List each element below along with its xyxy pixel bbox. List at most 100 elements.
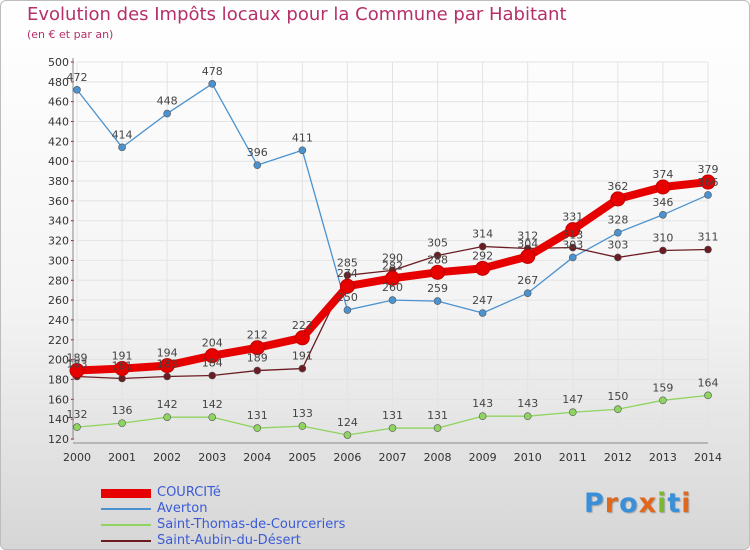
x-tick-label: 2013 bbox=[649, 451, 677, 464]
data-label: 414 bbox=[112, 128, 133, 141]
data-point bbox=[208, 371, 217, 380]
data-point bbox=[298, 364, 307, 373]
data-point bbox=[565, 222, 581, 238]
data-label: 304 bbox=[517, 237, 538, 250]
y-tick-label: 380 bbox=[48, 175, 69, 188]
x-tick-label: 2003 bbox=[198, 451, 226, 464]
data-point bbox=[208, 413, 217, 421]
data-point bbox=[343, 431, 352, 439]
data-point bbox=[478, 242, 487, 251]
data-point bbox=[343, 306, 352, 314]
data-point bbox=[204, 348, 220, 364]
data-point bbox=[478, 309, 487, 317]
legend-item: Averton bbox=[101, 501, 421, 517]
legend-item: Saint-Aubin-du-Désert bbox=[101, 533, 421, 549]
data-label: 267 bbox=[517, 274, 538, 287]
y-tick-label: 320 bbox=[48, 235, 69, 248]
legend-swatch bbox=[101, 524, 151, 526]
data-point bbox=[433, 297, 442, 305]
y-tick-label: 340 bbox=[48, 215, 69, 228]
data-label: 131 bbox=[247, 409, 268, 422]
data-label: 362 bbox=[607, 180, 628, 193]
data-point bbox=[388, 424, 397, 432]
logo-letter: P bbox=[584, 488, 605, 519]
data-point bbox=[385, 270, 400, 286]
data-label: 159 bbox=[652, 381, 673, 394]
data-label: 314 bbox=[472, 228, 493, 241]
data-point bbox=[163, 372, 171, 381]
data-label: 143 bbox=[517, 397, 538, 410]
data-point bbox=[253, 424, 262, 432]
legend-item: Saint-Thomas-de-Courceriers bbox=[101, 517, 421, 533]
data-label: 194 bbox=[157, 347, 178, 360]
data-label: 189 bbox=[247, 352, 268, 365]
x-tick-label: 2004 bbox=[243, 451, 271, 464]
data-label: 212 bbox=[247, 329, 268, 342]
x-tick-label: 2010 bbox=[514, 451, 542, 464]
data-point bbox=[610, 191, 626, 207]
y-tick-label: 400 bbox=[48, 155, 69, 168]
data-label: 143 bbox=[472, 397, 493, 410]
proxiti-logo: Proxiti bbox=[584, 488, 692, 519]
data-label: 379 bbox=[698, 163, 719, 176]
data-label: 374 bbox=[652, 168, 673, 181]
data-label: 204 bbox=[202, 337, 223, 350]
data-label: 305 bbox=[427, 236, 448, 249]
data-label: 290 bbox=[382, 251, 403, 264]
data-point bbox=[339, 278, 355, 294]
y-tick-label: 180 bbox=[48, 373, 69, 386]
data-point bbox=[659, 396, 667, 405]
data-label: 274 bbox=[337, 267, 358, 280]
data-point bbox=[159, 358, 175, 374]
data-point bbox=[73, 423, 81, 431]
data-label: 366 bbox=[698, 176, 719, 189]
logo-letter: i bbox=[657, 488, 668, 519]
chart-subtitle: (en € et par an) bbox=[27, 28, 114, 41]
y-tick-label: 220 bbox=[48, 334, 69, 347]
data-point bbox=[523, 289, 532, 297]
logo-letter: t bbox=[667, 488, 682, 519]
data-point bbox=[430, 264, 446, 280]
data-label: 189 bbox=[67, 352, 88, 365]
data-label: 164 bbox=[698, 376, 719, 389]
data-point bbox=[73, 85, 81, 94]
logo-letter: i bbox=[681, 488, 692, 519]
y-tick-label: 420 bbox=[48, 135, 69, 148]
data-label: 247 bbox=[472, 294, 493, 307]
data-label: 331 bbox=[562, 211, 583, 224]
data-point bbox=[659, 246, 667, 255]
data-label: 313 bbox=[562, 229, 583, 242]
data-point bbox=[69, 363, 85, 379]
data-label: 181 bbox=[112, 359, 133, 372]
data-point bbox=[568, 408, 577, 417]
data-point bbox=[704, 391, 712, 400]
y-tick-label: 300 bbox=[48, 254, 69, 267]
data-label: 131 bbox=[427, 409, 448, 422]
data-label: 191 bbox=[112, 350, 133, 363]
data-point bbox=[433, 424, 442, 432]
y-tick-label: 160 bbox=[48, 393, 69, 406]
data-label: 311 bbox=[698, 231, 719, 244]
data-label: 183 bbox=[67, 357, 88, 370]
y-tick-label: 360 bbox=[48, 195, 69, 208]
data-point bbox=[614, 253, 622, 262]
data-point bbox=[118, 143, 126, 152]
data-label: 142 bbox=[157, 398, 178, 411]
data-label: 147 bbox=[562, 393, 583, 406]
x-tick-label: 2014 bbox=[694, 451, 722, 464]
y-tick-label: 200 bbox=[48, 354, 69, 367]
y-tick-label: 140 bbox=[48, 413, 69, 426]
data-label: 288 bbox=[427, 253, 448, 266]
data-point bbox=[163, 109, 171, 118]
data-point bbox=[298, 422, 307, 430]
data-label: 312 bbox=[517, 230, 538, 243]
legend-swatch bbox=[101, 489, 151, 498]
data-label: 259 bbox=[427, 282, 448, 295]
data-point bbox=[478, 412, 487, 420]
data-label: 303 bbox=[562, 238, 583, 251]
data-point bbox=[614, 405, 622, 414]
data-label: 184 bbox=[202, 357, 223, 370]
data-label: 142 bbox=[202, 398, 223, 411]
chart-legend: COURCITé Averton Saint-Thomas-de-Courcerie… bbox=[101, 485, 421, 549]
data-label: 472 bbox=[67, 71, 88, 84]
